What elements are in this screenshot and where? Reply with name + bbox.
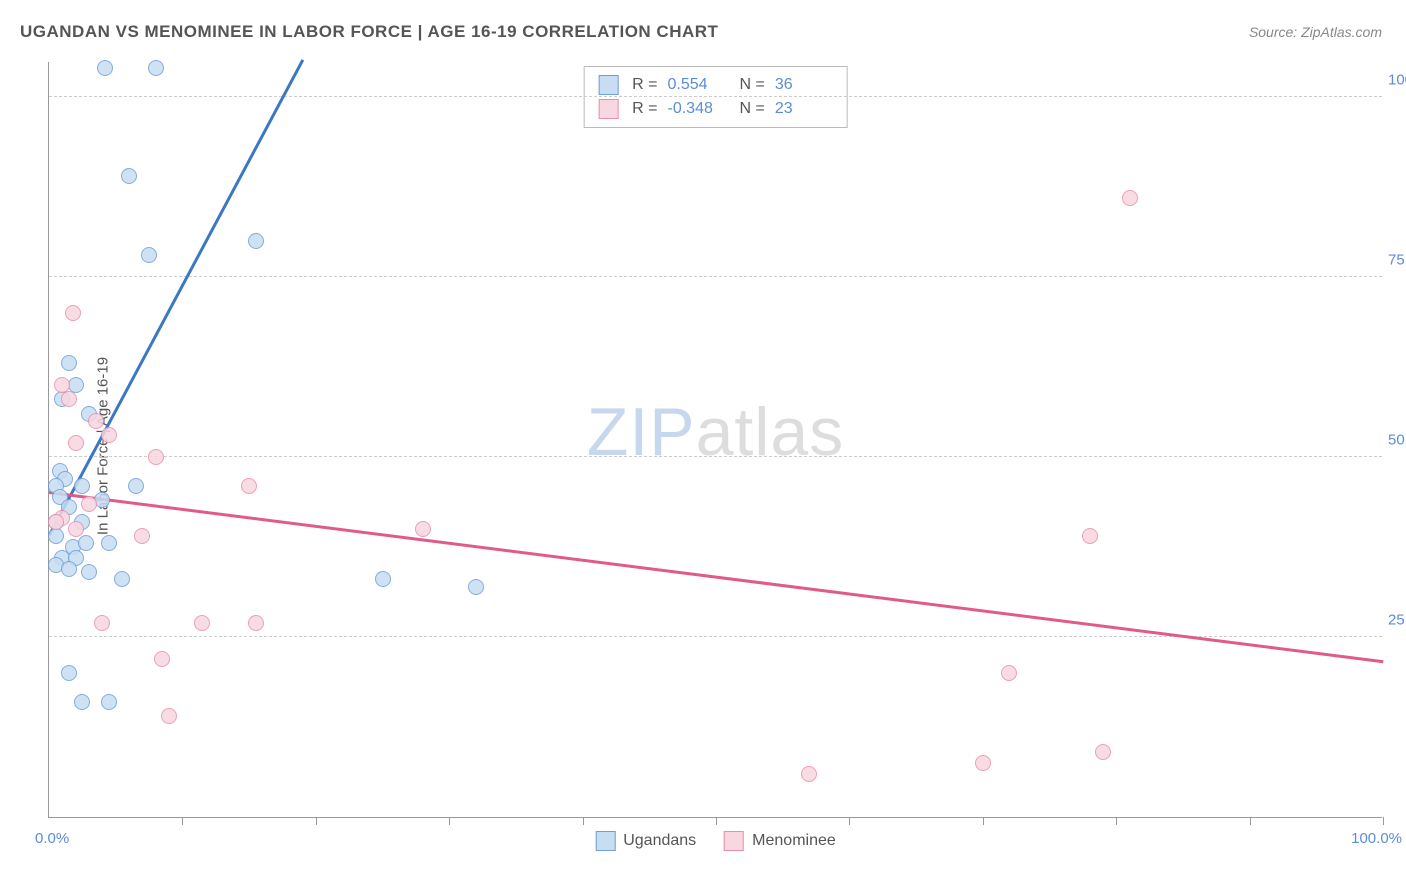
data-point (415, 521, 431, 537)
r-label: R = (632, 100, 657, 118)
data-point (74, 478, 90, 494)
data-point (61, 665, 77, 681)
data-point (101, 427, 117, 443)
data-point (48, 528, 64, 544)
data-point (975, 755, 991, 771)
trend-line (48, 59, 304, 535)
legend-row-menominee: R = -0.348 N = 23 (598, 97, 833, 121)
data-point (68, 521, 84, 537)
legend-swatch-ugandans (598, 75, 618, 95)
data-point (1001, 665, 1017, 681)
n-label: N = (740, 76, 765, 94)
data-point (48, 514, 64, 530)
data-point (121, 168, 137, 184)
data-point (94, 615, 110, 631)
data-point (101, 535, 117, 551)
data-point (241, 478, 257, 494)
n-value-menominee: 23 (775, 100, 833, 118)
data-point (1095, 744, 1111, 760)
plot-area: ZIPatlas R = 0.554 N = 36 R = -0.348 N =… (48, 62, 1382, 818)
chart-title: UGANDAN VS MENOMINEE IN LABOR FORCE | AG… (20, 22, 718, 42)
x-tick (449, 817, 450, 825)
x-tick (182, 817, 183, 825)
data-point (61, 355, 77, 371)
legend-label-ugandans: Ugandans (623, 832, 696, 850)
data-point (134, 528, 150, 544)
data-point (97, 60, 113, 76)
gridline (49, 96, 1382, 97)
data-point (154, 651, 170, 667)
legend-swatch-ugandans-b (595, 831, 615, 851)
data-point (128, 478, 144, 494)
data-point (1082, 528, 1098, 544)
data-point (68, 435, 84, 451)
correlation-legend: R = 0.554 N = 36 R = -0.348 N = 23 (583, 66, 848, 128)
watermark-zip: ZIP (587, 394, 696, 470)
legend-row-ugandans: R = 0.554 N = 36 (598, 73, 833, 97)
data-point (248, 615, 264, 631)
n-value-ugandans: 36 (775, 76, 833, 94)
x-tick (316, 817, 317, 825)
x-tick (1116, 817, 1117, 825)
x-tick (1383, 817, 1384, 825)
data-point (375, 571, 391, 587)
x-tick (1250, 817, 1251, 825)
data-point (65, 305, 81, 321)
data-point (114, 571, 130, 587)
y-tick-label: 25.0% (1388, 612, 1406, 629)
data-point (81, 564, 97, 580)
data-point (81, 496, 97, 512)
data-point (148, 449, 164, 465)
data-point (78, 535, 94, 551)
y-tick-label: 75.0% (1388, 252, 1406, 269)
data-point (801, 766, 817, 782)
legend-item-menominee: Menominee (724, 831, 836, 851)
x-axis-min-label: 0.0% (35, 830, 69, 847)
n-label: N = (740, 100, 765, 118)
r-value-menominee: -0.348 (668, 100, 726, 118)
data-point (141, 247, 157, 263)
x-tick (983, 817, 984, 825)
data-point (101, 694, 117, 710)
r-label: R = (632, 76, 657, 94)
data-point (88, 413, 104, 429)
data-point (74, 694, 90, 710)
r-value-ugandans: 0.554 (668, 76, 726, 94)
data-point (194, 615, 210, 631)
data-point (468, 579, 484, 595)
data-point (161, 708, 177, 724)
data-point (61, 561, 77, 577)
gridline (49, 276, 1382, 277)
data-point (248, 233, 264, 249)
watermark: ZIPatlas (587, 393, 844, 471)
gridline (49, 456, 1382, 457)
data-point (148, 60, 164, 76)
watermark-atlas: atlas (696, 394, 845, 470)
legend-label-menominee: Menominee (752, 832, 836, 850)
data-point (61, 391, 77, 407)
x-tick (583, 817, 584, 825)
legend-swatch-menominee (598, 99, 618, 119)
legend-swatch-menominee-b (724, 831, 744, 851)
y-tick-label: 100.0% (1388, 72, 1406, 89)
series-legend: Ugandans Menominee (595, 831, 836, 851)
x-tick (849, 817, 850, 825)
x-tick (716, 817, 717, 825)
x-axis-max-label: 100.0% (1351, 830, 1402, 847)
data-point (1122, 190, 1138, 206)
legend-item-ugandans: Ugandans (595, 831, 696, 851)
source-attribution: Source: ZipAtlas.com (1249, 24, 1382, 40)
y-tick-label: 50.0% (1388, 432, 1406, 449)
